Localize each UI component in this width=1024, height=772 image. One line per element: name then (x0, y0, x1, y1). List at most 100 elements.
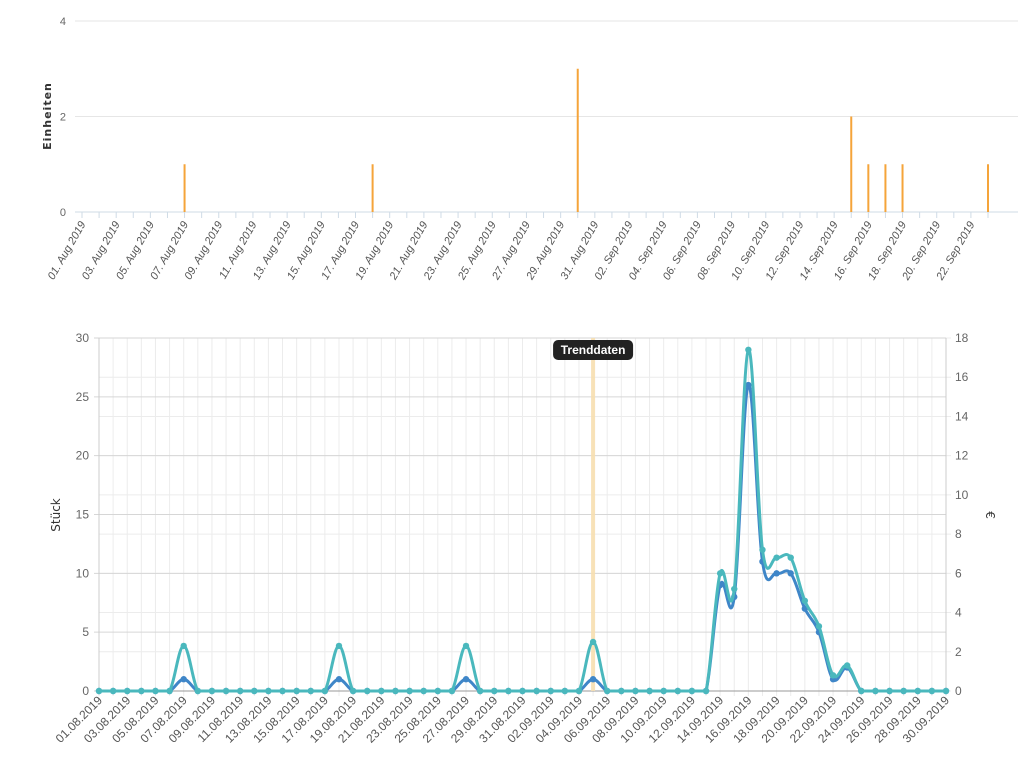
data-point (222, 687, 230, 695)
data-point (843, 662, 851, 669)
data-point (731, 585, 738, 593)
data-point (491, 687, 498, 695)
data-point (745, 346, 752, 353)
data-point (335, 642, 343, 650)
data-point (773, 570, 780, 577)
data-point (533, 687, 540, 695)
bar (867, 164, 870, 212)
data-point (505, 687, 512, 695)
data-point (307, 687, 314, 695)
y2-tick-label: 4 (955, 606, 962, 620)
data-point (476, 687, 484, 695)
bar (371, 164, 374, 212)
y2-tick-label: 2 (955, 645, 962, 659)
bar (987, 164, 989, 212)
data-point (716, 570, 724, 577)
data-point (928, 687, 936, 695)
y2-tick-label: 14 (955, 409, 969, 423)
y-tick-label: 0 (82, 684, 89, 698)
data-point (942, 687, 950, 695)
data-point (95, 687, 103, 695)
data-point (109, 687, 117, 695)
data-point (124, 687, 131, 695)
y-axis-title: Einheiten (41, 82, 54, 150)
data-point (829, 672, 837, 679)
y2-tick-label: 12 (955, 449, 969, 463)
y2-tick-label: 18 (955, 331, 969, 345)
y-tick-label: 5 (82, 625, 89, 639)
data-point (646, 687, 653, 695)
data-point (604, 687, 611, 695)
data-point (279, 687, 286, 695)
y-axis-title: Stück (49, 498, 63, 532)
data-point (801, 597, 809, 604)
y-tick-label: 10 (76, 566, 90, 580)
data-point (236, 687, 244, 695)
y2-tick-label: 6 (955, 566, 962, 580)
y-tick-label: 30 (76, 331, 90, 345)
data-point (293, 687, 300, 695)
bar (576, 68, 579, 212)
y2-axis-title: € (983, 511, 997, 519)
data-point (420, 687, 427, 695)
data-point (180, 676, 187, 683)
data-point (773, 554, 780, 561)
trend-badge-label: Trenddaten (561, 343, 626, 357)
data-point (378, 687, 385, 695)
data-point (349, 687, 357, 695)
data-point (519, 687, 526, 695)
data-point (914, 687, 921, 695)
y-tick-label: 15 (76, 508, 90, 522)
trend-badge-bg (553, 340, 634, 360)
y2-tick-label: 8 (955, 527, 962, 541)
data-point (815, 623, 823, 630)
trend-marker-badge: Trenddaten (553, 340, 634, 360)
data-point (138, 687, 145, 695)
data-point (589, 676, 597, 683)
data-point (632, 687, 639, 695)
bar (884, 164, 887, 212)
data-point (787, 570, 794, 577)
y-tick-label: 25 (76, 390, 90, 404)
data-point (618, 687, 625, 695)
y2-tick-label: 0 (955, 684, 962, 698)
data-point (745, 381, 752, 389)
data-point (335, 676, 343, 683)
data-point (166, 687, 173, 695)
bar (850, 116, 853, 212)
y2-tick-label: 16 (955, 370, 969, 384)
data-point (434, 687, 441, 695)
data-point (575, 687, 583, 695)
data-point (448, 687, 456, 695)
y-tick-label: 4 (60, 16, 66, 28)
data-point (406, 687, 413, 695)
data-point (251, 687, 258, 695)
data-point (462, 676, 470, 683)
data-point (900, 687, 907, 695)
data-point (152, 687, 159, 695)
data-point (462, 642, 470, 650)
bar (183, 164, 186, 212)
y-tick-label: 20 (76, 449, 90, 463)
data-point (208, 687, 216, 695)
data-point (702, 687, 710, 695)
y-tick-label: 2 (60, 112, 66, 124)
data-point (194, 687, 202, 695)
data-point (660, 687, 667, 695)
data-point (674, 687, 681, 695)
data-point (872, 687, 879, 695)
y-tick-label: 0 (60, 207, 66, 219)
data-point (321, 687, 329, 695)
data-point (265, 687, 272, 695)
data-point (561, 687, 569, 695)
data-point (364, 687, 371, 695)
data-point (180, 642, 187, 650)
bar (901, 164, 904, 212)
data-point (787, 554, 794, 561)
y2-tick-label: 10 (955, 488, 969, 502)
trend-marker-line (591, 338, 596, 691)
data-point (759, 546, 766, 553)
data-point (392, 687, 399, 695)
